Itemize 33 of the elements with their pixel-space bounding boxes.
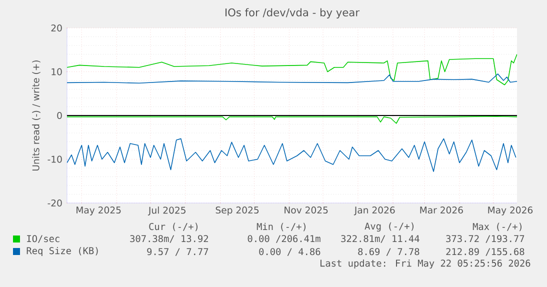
text: Min (-/+) (256, 222, 306, 232)
chart-title: IOs for /dev/vda - by year (226, 8, 360, 18)
text: 8.69 / 7.78 (358, 248, 420, 256)
legend-label: IO/sec (27, 235, 60, 243)
text: 307.38m/ 13.92 (130, 235, 208, 243)
text: 322.81m/ 11.44 (341, 235, 420, 243)
line-series (67, 54, 517, 86)
x-tick-label: Nov 2025 (284, 206, 328, 214)
y-tick-label: 0 (57, 112, 62, 120)
line-series (67, 116, 517, 124)
line-series (67, 74, 517, 84)
x-tick-label: May 2025 (76, 206, 121, 216)
text: 0.00 / 4.86 (259, 248, 320, 256)
text: Last update: Fri May 22 05:25:56 2026 (320, 259, 530, 269)
legend-label: Req Size (KB) (26, 246, 98, 256)
line-series (67, 138, 516, 172)
y-axis-title: Units read (-) / write (+) (32, 60, 40, 171)
y-tick-label: -20 (48, 199, 62, 207)
text: 0.00 /206.41m (248, 235, 320, 243)
text: 9.57 / 7.77 (147, 248, 208, 256)
y-tick-label: 20 (51, 24, 62, 32)
y-tick-label: 10 (52, 68, 62, 76)
text: 373.72 /193.77 (446, 235, 524, 243)
x-tick-label: May 2026 (488, 206, 533, 216)
text: Avg (-/+) (364, 222, 414, 232)
y-tick-label: -10 (48, 156, 62, 163)
text: Cur (-/+) (149, 222, 198, 232)
text: Max (-/+) (472, 222, 522, 232)
x-tick-label: Sep 2025 (216, 206, 259, 216)
x-tick-label: Mar 2026 (420, 206, 463, 214)
x-tick-label: Jul 2025 (148, 206, 186, 216)
text: 212.89 /155.68 (446, 248, 524, 256)
x-tick-label: Jan 2026 (354, 206, 395, 216)
